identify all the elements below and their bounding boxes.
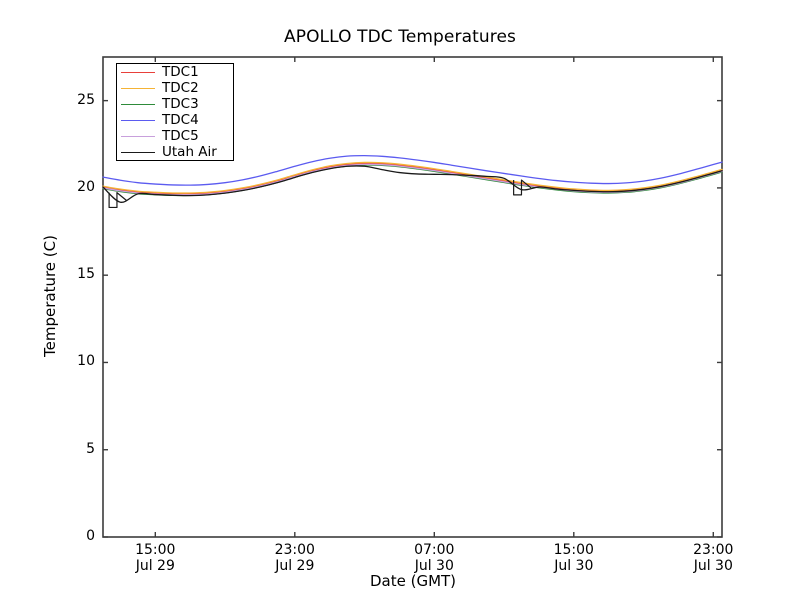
legend-label: Utah Air	[162, 144, 217, 160]
y-tick-label: 25	[77, 91, 95, 108]
x-tick-time: 15:00	[553, 542, 594, 558]
y-tick-label: 20	[77, 178, 95, 195]
legend-item-tdc3[interactable]: TDC3	[117, 96, 233, 112]
x-tick-label: 23:00 Jul 30	[653, 542, 773, 574]
y-tick-marks	[103, 99, 722, 538]
legend-swatch-icon	[121, 103, 155, 105]
x-tick-time: 23:00	[274, 542, 315, 558]
chart-legend[interactable]: TDC1 TDC2 TDC3 TDC4 TDC5 Utah Air	[116, 63, 234, 161]
y-axis-label: Temperature (C)	[41, 235, 59, 357]
x-axis-label: Date (GMT)	[369, 572, 457, 590]
utah-air-notch-right	[513, 179, 532, 196]
series-line-utah-air	[102, 165, 723, 203]
y-tick-label: 15	[77, 266, 95, 283]
legend-label: TDC5	[162, 128, 199, 144]
x-tick-label: 07:00 Jul 30	[374, 542, 494, 574]
x-tick-date: Jul 29	[135, 558, 175, 574]
x-tick-time: 15:00	[135, 542, 176, 558]
legend-swatch-icon	[121, 151, 155, 153]
x-tick-label: 15:00 Jul 30	[514, 542, 634, 574]
x-tick-date: Jul 30	[693, 558, 733, 574]
y-tick-label: 5	[86, 440, 95, 457]
legend-swatch-icon	[121, 87, 155, 89]
legend-swatch-icon	[121, 119, 155, 121]
chart-title: APOLLO TDC Temperatures	[284, 27, 516, 47]
legend-item-utah-air[interactable]: Utah Air	[117, 144, 233, 160]
series-line-tdc2	[102, 161, 723, 194]
legend-item-tdc4[interactable]: TDC4	[117, 112, 233, 128]
legend-swatch-icon	[121, 71, 155, 73]
x-tick-date: Jul 29	[275, 558, 315, 574]
data-series-layer	[102, 154, 723, 209]
legend-item-tdc5[interactable]: TDC5	[117, 128, 233, 144]
x-tick-date: Jul 30	[414, 558, 454, 574]
x-tick-label: 23:00 Jul 29	[235, 542, 355, 574]
x-tick-marks	[154, 57, 714, 537]
y-tick-label: 0	[86, 528, 95, 544]
x-tick-time: 23:00	[693, 542, 734, 558]
y-tick-label: 10	[77, 353, 95, 370]
x-tick-label: 15:00 Jul 29	[95, 542, 215, 574]
x-tick-time: 07:00	[414, 542, 455, 558]
utah-air-notch-left	[108, 192, 127, 209]
series-line-tdc4	[102, 154, 723, 186]
legend-swatch-icon	[121, 135, 155, 137]
legend-label: TDC4	[162, 112, 199, 128]
legend-label: TDC1	[162, 64, 199, 80]
legend-item-tdc1[interactable]: TDC1	[117, 64, 233, 80]
legend-item-tdc2[interactable]: TDC2	[117, 80, 233, 96]
legend-label: TDC2	[162, 80, 199, 96]
legend-label: TDC3	[162, 96, 199, 112]
x-tick-date: Jul 30	[554, 558, 594, 574]
